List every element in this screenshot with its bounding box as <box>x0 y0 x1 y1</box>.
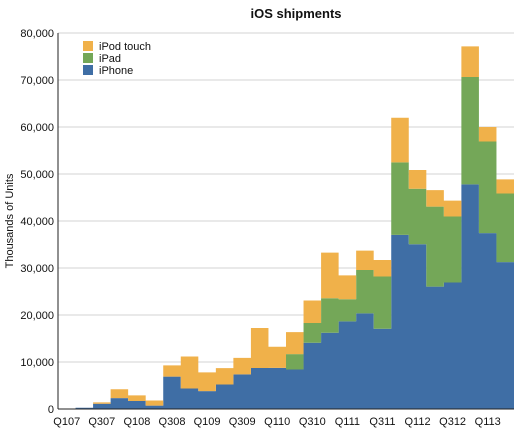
x-tick-label: Q113 <box>475 416 501 428</box>
x-tick-label: Q308 <box>159 416 186 428</box>
x-tick-label: Q309 <box>229 416 256 428</box>
legend-swatch <box>83 53 93 63</box>
stacked-areas <box>58 46 514 410</box>
x-tick-label: Q312 <box>439 416 466 428</box>
y-tick-label: 80,000 <box>20 28 54 40</box>
y-tick-label: 30,000 <box>20 263 54 275</box>
series-area-iphone <box>58 184 514 409</box>
y-axis-title: Thousands of Units <box>4 173 16 268</box>
axes <box>57 33 514 410</box>
y-tick-label: 20,000 <box>20 310 54 322</box>
y-tick-labels: 0 10,000 20,000 30,000 40,000 50,000 60,000 70,… <box>20 28 54 416</box>
x-tick-label: Q112 <box>404 416 430 428</box>
grid <box>58 32 514 363</box>
y-tick-label: 50,000 <box>20 169 54 181</box>
x-tick-labels: Q107 Q307 Q108 Q308 Q109 Q309 Q110 Q310 Q111 Q311… <box>53 416 500 428</box>
x-tick-label: Q111 <box>335 416 360 428</box>
y-tick-label: 60,000 <box>20 122 54 134</box>
legend-label: iPhone <box>99 65 133 77</box>
y-tick-label: 10,000 <box>20 357 54 369</box>
legend-swatch <box>83 65 93 75</box>
x-tick-label: Q107 <box>53 416 80 428</box>
y-tick-label: 0 <box>48 404 54 416</box>
x-tick-label: Q310 <box>299 416 326 428</box>
legend-label: iPod touch <box>99 41 151 53</box>
x-tick-label: Q110 <box>264 416 290 428</box>
chart-title: iOS shipments <box>250 6 341 21</box>
x-tick-label: Q311 <box>369 416 395 428</box>
legend-label: iPad <box>99 53 121 65</box>
series-area-ipad <box>58 76 514 409</box>
x-tick-label: Q109 <box>194 416 221 428</box>
x-tick-label: Q108 <box>123 416 150 428</box>
y-tick-label: 40,000 <box>20 216 54 228</box>
x-tick-label: Q307 <box>88 416 115 428</box>
series-area-ipod-touch <box>58 46 514 410</box>
y-tick-label: 70,000 <box>20 75 54 87</box>
legend-swatch <box>83 41 93 51</box>
